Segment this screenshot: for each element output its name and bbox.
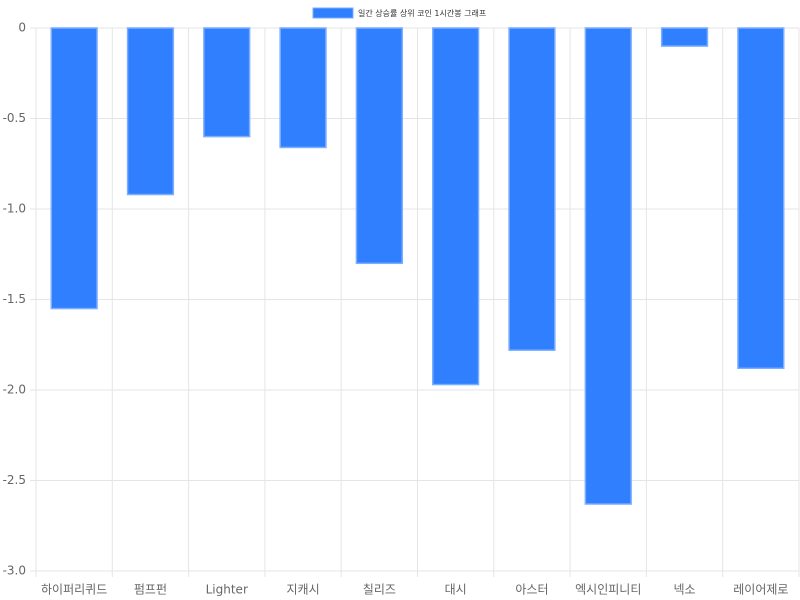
bar bbox=[432, 27, 480, 386]
bar bbox=[737, 27, 785, 370]
bar bbox=[660, 27, 709, 47]
x-tick-label: 대시 bbox=[445, 583, 467, 597]
legend-swatch bbox=[312, 7, 354, 19]
bar bbox=[203, 27, 251, 138]
bar bbox=[355, 27, 403, 265]
y-tick-label: -1.5 bbox=[3, 292, 26, 306]
x-tick-label: 하이퍼리퀴드 bbox=[41, 583, 107, 597]
x-tick-label: 넥소 bbox=[674, 583, 696, 597]
bar bbox=[508, 27, 556, 351]
y-tick-label: -2.0 bbox=[3, 383, 26, 397]
x-tick-label: 아스터 bbox=[515, 583, 548, 597]
x-tick-label: 지캐시 bbox=[286, 583, 319, 597]
legend-label: 일간 상승률 상위 코인 1시간봉 그래프 bbox=[358, 8, 486, 18]
bar bbox=[279, 27, 327, 149]
y-tick-label: -2.5 bbox=[3, 473, 26, 487]
y-tick-label: -3.0 bbox=[3, 564, 26, 578]
bar bbox=[584, 27, 632, 505]
x-tick-label: 펌프펀 bbox=[134, 583, 167, 597]
y-tick-label: -1.0 bbox=[3, 202, 26, 216]
y-tick-label: 0 bbox=[18, 21, 26, 35]
y-tick-label: -0.5 bbox=[3, 111, 26, 125]
x-tick-label: 엑시인피니티 bbox=[575, 583, 641, 597]
bar bbox=[50, 27, 98, 310]
bar bbox=[126, 27, 175, 196]
x-tick-label: 레이어제로 bbox=[733, 583, 788, 597]
x-tick-label: 칠리즈 bbox=[363, 583, 396, 597]
x-tick-label: Lighter bbox=[206, 583, 248, 597]
